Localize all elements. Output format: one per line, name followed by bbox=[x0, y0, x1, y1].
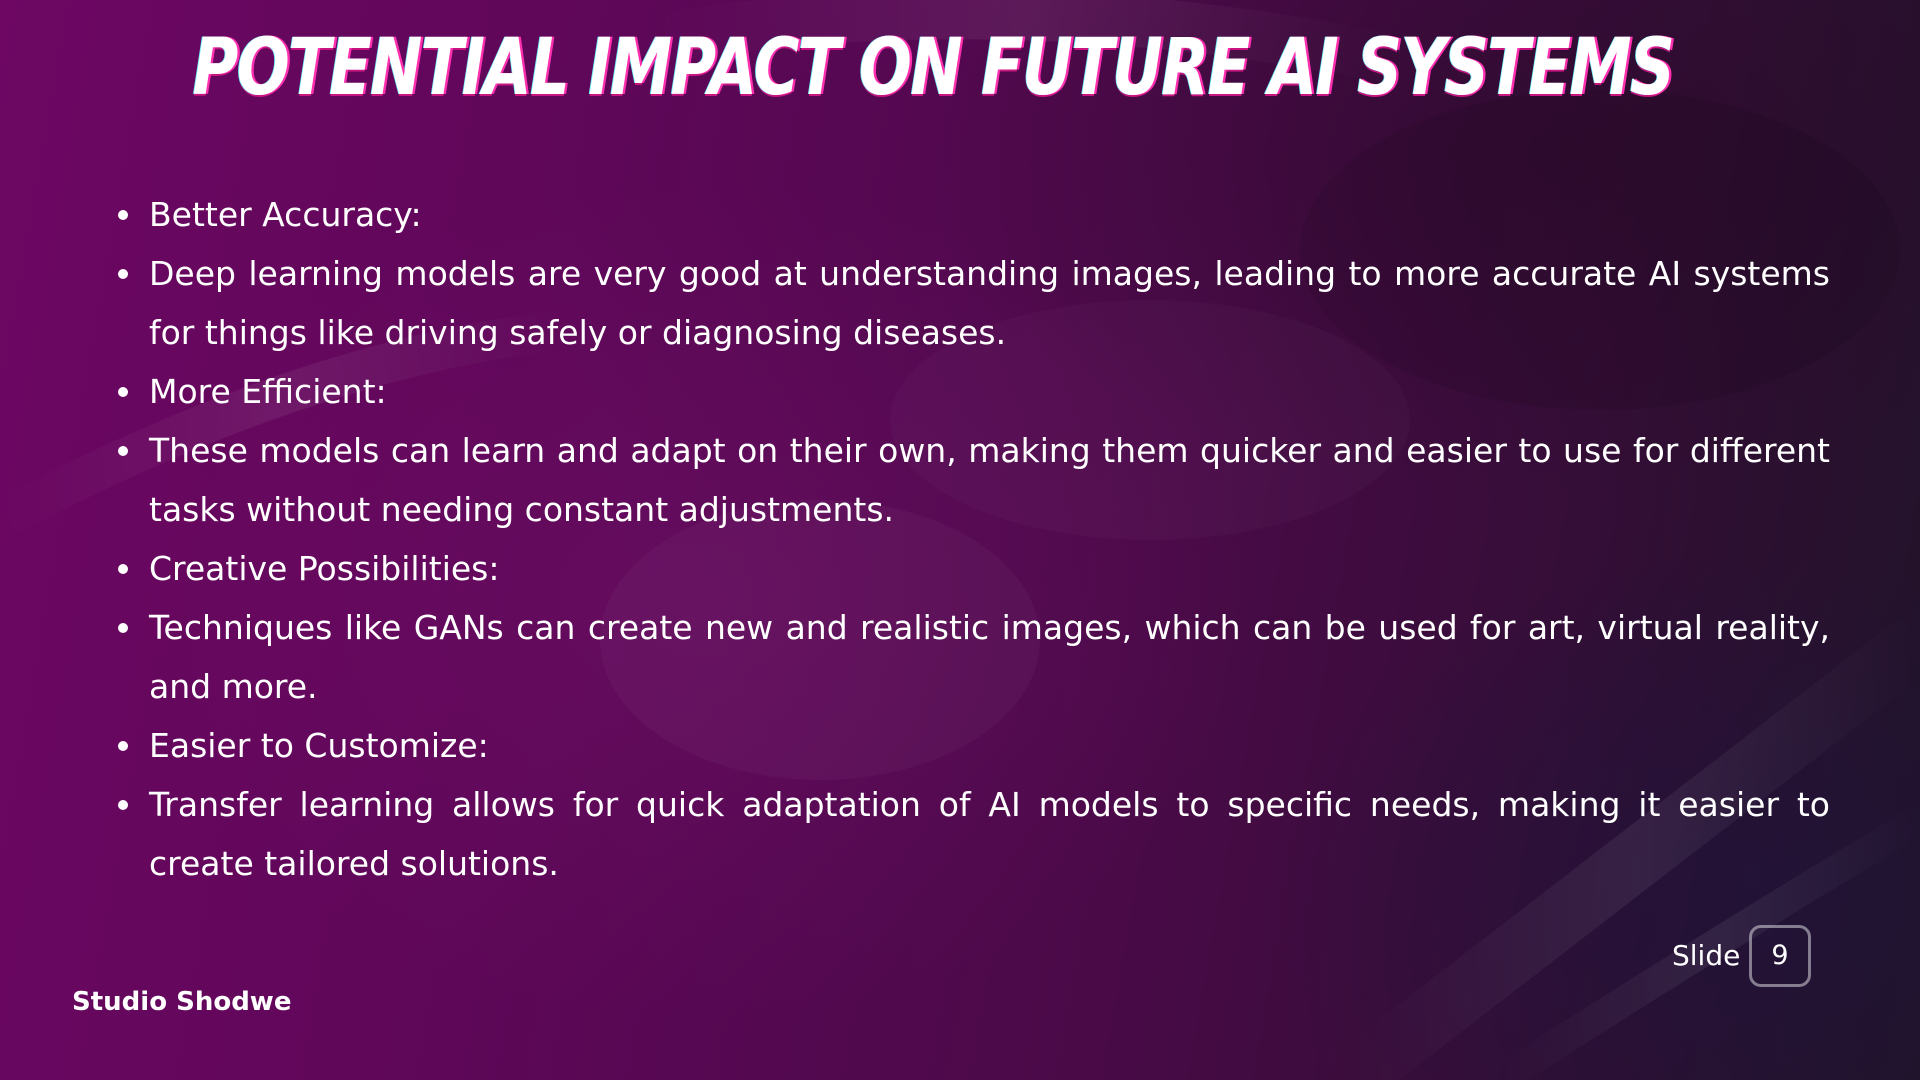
slide-number-badge: 9 bbox=[1749, 925, 1811, 987]
bullet-item: These models can learn and adapt on thei… bbox=[118, 421, 1830, 539]
bullet-icon bbox=[118, 210, 128, 220]
bullet-icon bbox=[118, 446, 128, 456]
bullet-text: Transfer learning allows for quick adapt… bbox=[149, 785, 1830, 883]
bullet-icon bbox=[118, 269, 128, 279]
bullet-list: Better Accuracy: Deep learning models ar… bbox=[118, 185, 1830, 893]
bullet-item: Deep learning models are very good at un… bbox=[118, 244, 1830, 362]
bullet-icon bbox=[118, 741, 128, 751]
bullet-icon bbox=[118, 623, 128, 633]
bullet-text: These models can learn and adapt on thei… bbox=[149, 431, 1830, 529]
bullet-item: Creative Possibilities: bbox=[118, 539, 1830, 598]
brand-name: Studio Shodwe bbox=[72, 987, 292, 1017]
bullet-item: Transfer learning allows for quick adapt… bbox=[118, 775, 1830, 893]
bullet-icon bbox=[118, 800, 128, 810]
slide-title: POTENTIAL IMPACT ON FUTURE AI SYSTEMS bbox=[192, 23, 1675, 113]
bullet-text: Techniques like GANs can create new and … bbox=[149, 608, 1830, 706]
bullet-text: Deep learning models are very good at un… bbox=[149, 254, 1830, 352]
bullet-icon bbox=[118, 387, 128, 397]
bullet-item: Easier to Customize: bbox=[118, 716, 1830, 775]
slide-label: Slide bbox=[1672, 939, 1741, 972]
bullet-item: Techniques like GANs can create new and … bbox=[118, 598, 1830, 716]
bullet-text: Creative Possibilities: bbox=[149, 549, 500, 588]
bullet-item: Better Accuracy: bbox=[118, 185, 1830, 244]
bullet-text: Easier to Customize: bbox=[149, 726, 489, 765]
bullet-item: More Efficient: bbox=[118, 362, 1830, 421]
bullet-text: More Efficient: bbox=[149, 372, 387, 411]
bullet-text: Better Accuracy: bbox=[149, 195, 422, 234]
bullet-icon bbox=[118, 564, 128, 574]
